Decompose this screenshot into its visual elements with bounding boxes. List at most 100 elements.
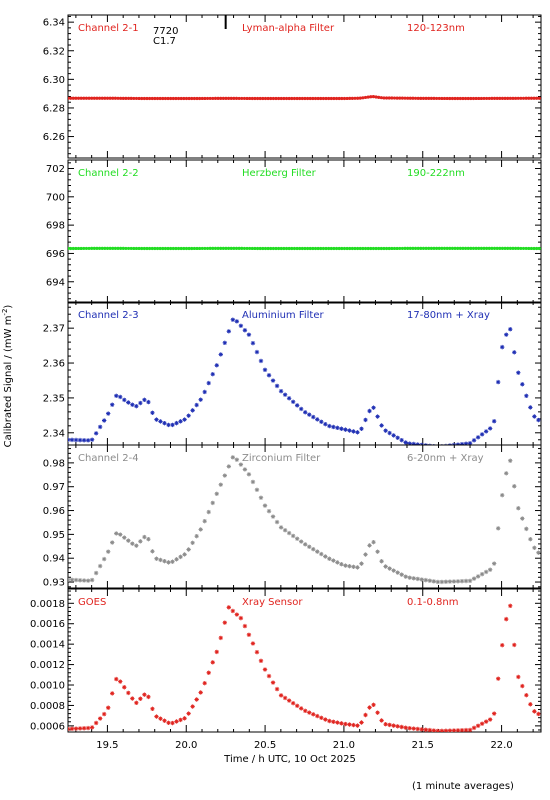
data-point (459, 578, 465, 584)
data-point (351, 564, 356, 569)
data-point (182, 716, 187, 721)
data-point (202, 518, 207, 524)
y-axis-label: Calibrated Signal / (mW m-2) (1, 305, 14, 448)
data-point (366, 95, 370, 99)
data-point (227, 246, 231, 250)
data-point (495, 96, 499, 100)
data-point (461, 246, 465, 250)
data-point (282, 96, 286, 101)
data-point (491, 419, 497, 424)
data-point (471, 576, 477, 581)
data-point (311, 546, 316, 552)
data-point (490, 96, 494, 101)
data-point (203, 246, 207, 251)
data-point (290, 96, 294, 101)
data-point (363, 246, 368, 251)
data-point (435, 728, 441, 732)
data-point (411, 441, 416, 445)
data-point (294, 403, 300, 408)
data-point (90, 246, 94, 251)
data-point (138, 696, 143, 701)
data-point (456, 96, 460, 101)
data-point (234, 319, 240, 324)
data-point (174, 246, 178, 251)
data-point (121, 96, 125, 100)
data-point (158, 716, 163, 721)
data-point (529, 96, 534, 100)
data-point (169, 96, 173, 101)
data-point (423, 727, 429, 732)
panel-channel-label: Channel 2-1 (78, 23, 139, 34)
data-point (187, 246, 191, 251)
data-point (170, 720, 175, 726)
data-point (216, 96, 220, 100)
data-point (500, 344, 505, 350)
data-point (178, 419, 183, 424)
data-point (308, 246, 312, 251)
x-tick-label: 19.5 (96, 740, 118, 751)
data-point (87, 96, 91, 100)
data-point (278, 525, 284, 530)
data-point (469, 246, 473, 250)
data-point (194, 697, 199, 702)
data-series (68, 95, 541, 101)
data-point (282, 695, 288, 701)
data-point (142, 692, 147, 697)
data-point (399, 724, 404, 730)
data-point (205, 246, 210, 251)
data-point (163, 246, 168, 251)
data-point (77, 726, 83, 731)
data-point (158, 246, 162, 251)
data-point (359, 426, 364, 431)
data-point (337, 246, 341, 251)
data-point (250, 641, 256, 646)
data-point (511, 96, 515, 100)
panel-band-label: 6-20nm + Xray (407, 453, 484, 464)
data-point (218, 635, 223, 641)
data-point (87, 246, 91, 251)
y-axis-label-superscript: -2 (1, 309, 9, 316)
data-point (126, 96, 131, 100)
data-point (490, 246, 494, 250)
data-point (361, 246, 365, 251)
data-point (431, 728, 437, 732)
data-point (246, 472, 252, 477)
data-point (339, 426, 344, 431)
data-point (332, 246, 336, 251)
data-point (524, 246, 528, 251)
data-point (298, 406, 304, 412)
data-point (395, 724, 400, 729)
data-point (68, 577, 71, 582)
data-point (387, 566, 392, 571)
data-point (399, 572, 404, 577)
data-point (76, 246, 81, 251)
data-point (150, 246, 154, 251)
data-point (400, 246, 404, 251)
data-point (122, 397, 127, 403)
data-point (79, 96, 83, 100)
data-point (298, 706, 304, 711)
data-point (431, 579, 437, 584)
data-point (118, 394, 123, 400)
data-point (516, 370, 521, 375)
data-point (250, 246, 254, 251)
data-point (219, 96, 223, 100)
data-point (101, 418, 107, 423)
data-point (303, 410, 308, 415)
y-tick-label: 702 (46, 164, 65, 175)
data-point (146, 694, 151, 700)
data-point (500, 642, 505, 648)
panel-channel-label: Channel 2-4 (78, 453, 139, 464)
data-point (170, 422, 175, 428)
data-point (132, 246, 136, 251)
data-point (413, 96, 418, 100)
panel-band-label: 190-222nm (407, 168, 465, 179)
data-point (313, 96, 318, 101)
data-point (463, 246, 468, 250)
y-tick-label: 6.30 (43, 75, 65, 86)
data-point (245, 96, 249, 101)
data-point (532, 709, 537, 714)
data-point (179, 96, 183, 101)
data-point (334, 246, 339, 251)
data-point (277, 246, 281, 251)
